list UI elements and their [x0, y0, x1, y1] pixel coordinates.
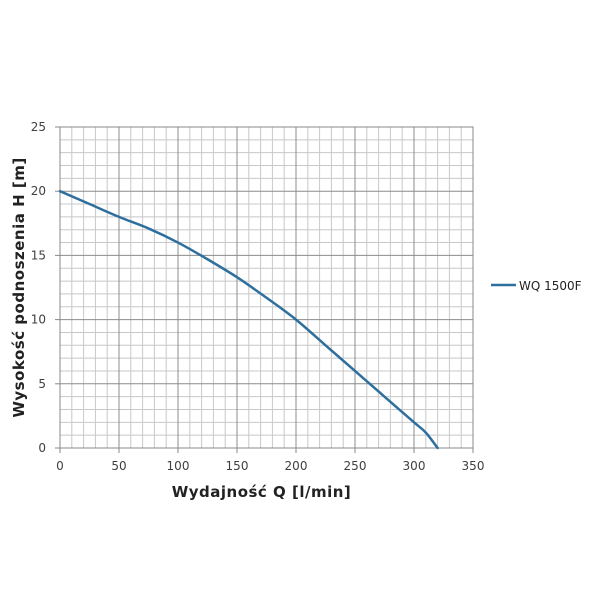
- y-tick-label: 15: [31, 248, 46, 262]
- major-grid: [59, 126, 474, 449]
- y-tick-label: 20: [31, 184, 46, 198]
- plot-border: [59, 126, 474, 449]
- legend-label: WQ 1500F: [519, 279, 582, 293]
- x-tick-label: 150: [226, 459, 249, 473]
- legend: WQ 1500F: [491, 279, 582, 293]
- minor-grid: [60, 127, 473, 448]
- x-tick-label: 100: [167, 459, 190, 473]
- y-axis-ticks: 0 5 10 15 20 25: [31, 120, 60, 455]
- x-tick-label: 350: [462, 459, 485, 473]
- x-tick-label: 50: [111, 459, 126, 473]
- x-axis-ticks: 0 50 100 150 200 250 300 350: [56, 448, 484, 473]
- x-tick-label: 0: [56, 459, 64, 473]
- series-line-wq1500f: [58, 189, 439, 450]
- y-tick-label: 10: [31, 313, 46, 327]
- x-tick-label: 300: [403, 459, 426, 473]
- x-tick-label: 200: [285, 459, 308, 473]
- x-tick-label: 250: [344, 459, 367, 473]
- x-axis-title: Wydajność Q [l/min]: [172, 483, 352, 501]
- y-axis-title: Wysokość podnoszenia H [m]: [10, 157, 28, 417]
- y-tick-label: 25: [31, 120, 46, 134]
- y-tick-label: 0: [38, 441, 46, 455]
- y-tick-label: 5: [38, 377, 46, 391]
